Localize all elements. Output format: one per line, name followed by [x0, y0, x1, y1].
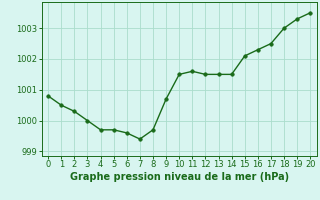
- X-axis label: Graphe pression niveau de la mer (hPa): Graphe pression niveau de la mer (hPa): [70, 172, 289, 182]
